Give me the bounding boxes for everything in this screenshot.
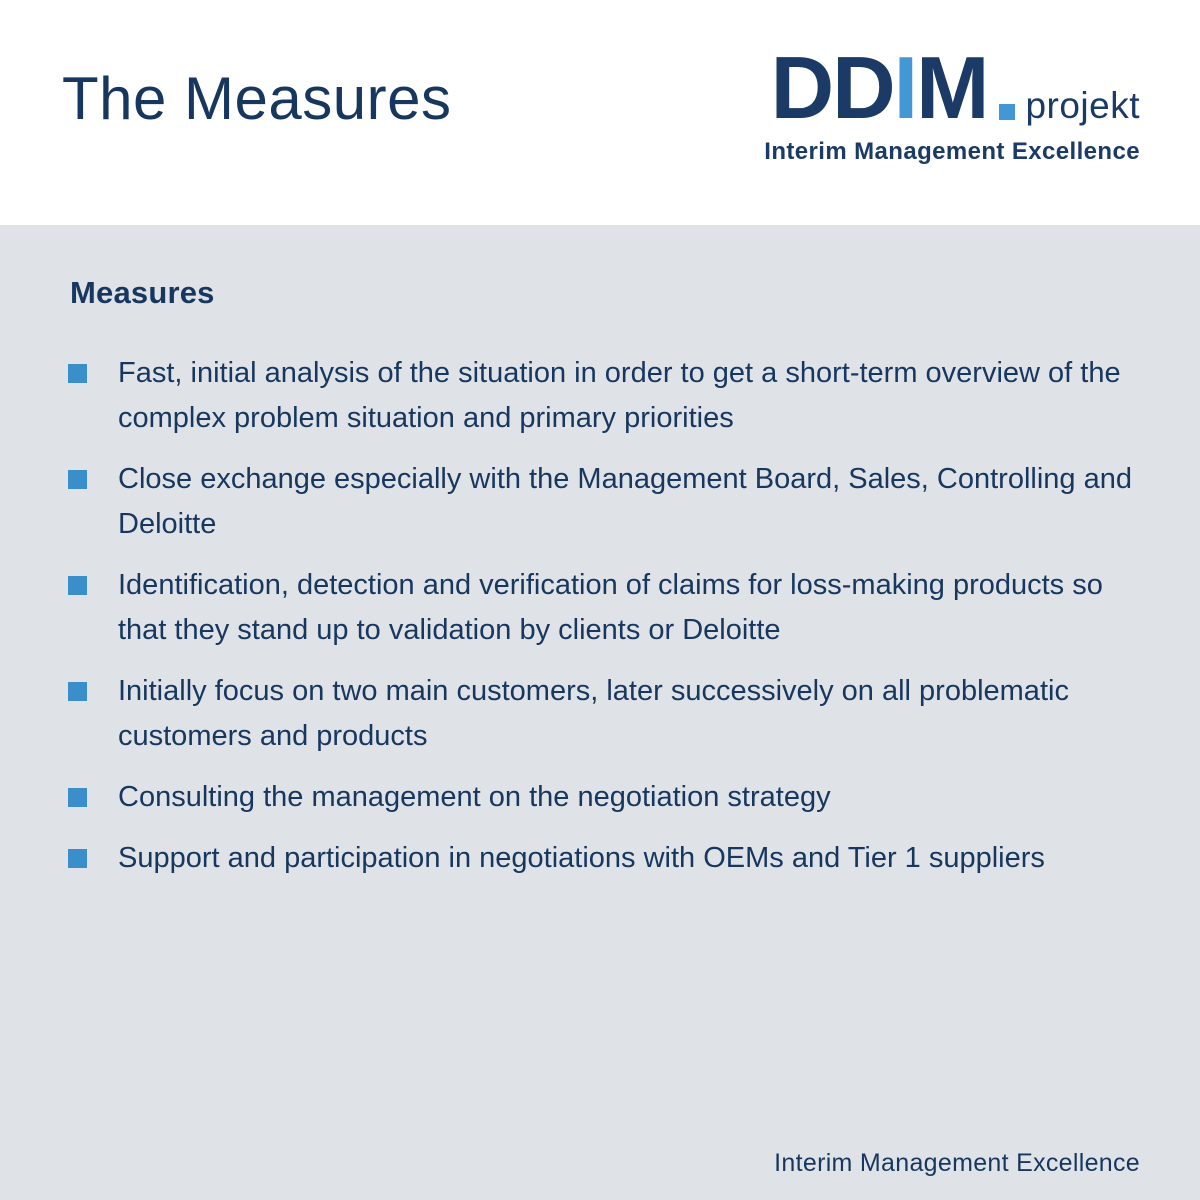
logo-m: M — [916, 38, 989, 137]
list-item: Initially focus on two main customers, l… — [68, 669, 1135, 759]
slide-header: The Measures DDIM projekt Interim Manage… — [0, 0, 1200, 225]
bullet-square-icon — [68, 364, 87, 383]
list-item: Close exchange especially with the Manag… — [68, 457, 1135, 547]
logo-i: I — [893, 38, 918, 137]
bullet-square-icon — [68, 576, 87, 595]
logo-tagline: Interim Management Excellence — [764, 138, 1140, 166]
list-item: Fast, initial analysis of the situation … — [68, 351, 1135, 441]
bullet-text: Close exchange especially with the Manag… — [118, 463, 1132, 540]
bullet-text: Fast, initial analysis of the situation … — [118, 357, 1121, 434]
measures-list: Fast, initial analysis of the situation … — [68, 351, 1135, 881]
bullet-square-icon — [68, 849, 87, 868]
list-item: Identification, detection and verificati… — [68, 563, 1135, 653]
ddim-logo-text: DDIM — [771, 44, 990, 132]
footer-tagline: Interim Management Excellence — [774, 1149, 1140, 1177]
section-heading: Measures — [70, 275, 215, 310]
bullet-square-icon — [68, 470, 87, 489]
logo-dd: DD — [770, 38, 896, 137]
logo-square-dot-icon — [999, 104, 1016, 121]
bullet-text: Support and participation in negotiation… — [118, 842, 1045, 874]
ddim-logo-wordmark: DDIM projekt — [771, 44, 1140, 132]
logo-projekt-label: projekt — [1025, 85, 1140, 126]
bullet-square-icon — [68, 788, 87, 807]
bullet-text: Consulting the management on the negotia… — [118, 781, 831, 813]
list-item: Consulting the management on the negotia… — [68, 775, 1135, 820]
bullet-square-icon — [68, 682, 87, 701]
page-title: The Measures — [62, 65, 452, 132]
list-item: Support and participation in negotiation… — [68, 836, 1135, 881]
slide-body: Measures Fast, initial analysis of the s… — [0, 225, 1200, 1200]
ddim-logo: DDIM projekt Interim Management Excellen… — [764, 44, 1140, 166]
bullet-text: Identification, detection and verificati… — [118, 569, 1103, 646]
bullet-text: Initially focus on two main customers, l… — [118, 675, 1069, 752]
